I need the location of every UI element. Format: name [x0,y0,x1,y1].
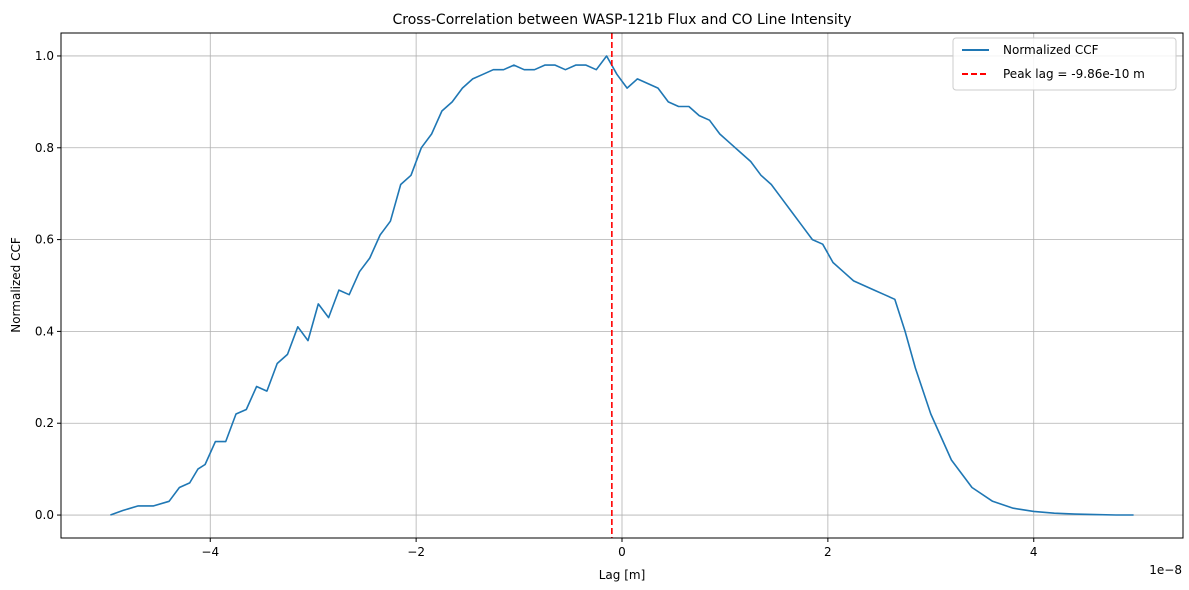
y-axis-ticks: 0.0 0.2 0.4 0.6 0.8 1.0 [35,49,61,522]
ccf-line [110,55,1134,516]
y-tick-label: 0.8 [35,141,54,155]
y-tick-label: 0.4 [35,324,54,338]
legend-label-ccf: Normalized CCF [1003,43,1099,57]
x-tick-label: 0 [618,545,626,559]
x-tick-label: −2 [407,545,425,559]
legend: Normalized CCF Peak lag = -9.86e-10 m [952,37,1177,91]
legend-label-peak: Peak lag = -9.86e-10 m [1003,67,1145,81]
y-axis-label: Normalized CCF [9,237,23,333]
chart-title: Cross-Correlation between WASP-121b Flux… [393,12,852,28]
y-tick-label: 0.0 [35,508,54,522]
y-tick-label: 0.6 [35,233,54,247]
x-tick-label: 2 [824,545,832,559]
x-axis-ticks: −4 −2 0 2 4 [201,538,1038,559]
x-axis-label: Lag [m] [599,568,646,582]
x-tick-label: 4 [1030,545,1038,559]
y-tick-label: 1.0 [35,49,54,63]
legend-box [952,37,1177,91]
x-axis-offset-label: 1e−8 [1149,563,1182,577]
plot-lines [110,33,1134,538]
y-tick-label: 0.2 [35,416,54,430]
x-tick-label: −4 [201,545,219,559]
